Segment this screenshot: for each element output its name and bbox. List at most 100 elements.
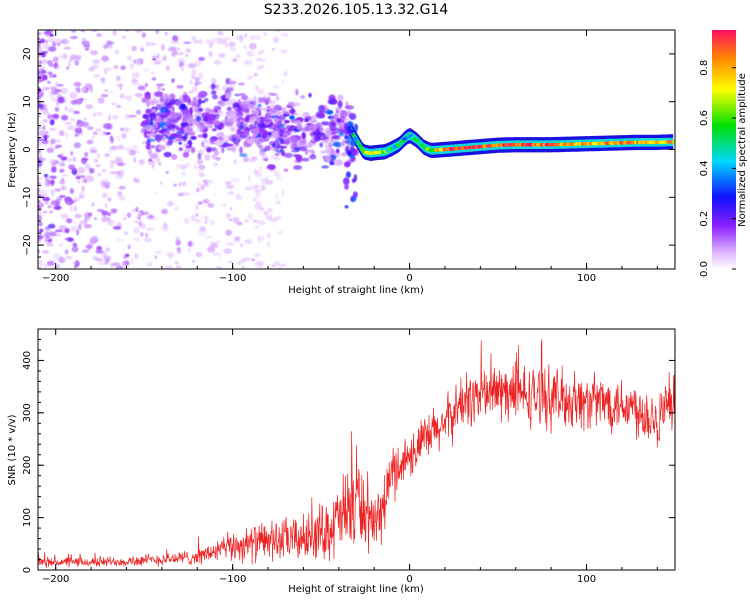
spectrogram-noise-blob — [38, 130, 45, 136]
spectrogram-ytick-label: −10 — [22, 187, 33, 208]
spectrogram-noise-blob — [255, 195, 258, 201]
spectrogram-noise-blob — [38, 55, 42, 60]
spectrogram-noise-blob — [135, 30, 143, 33]
spectrogram-blob — [354, 123, 359, 132]
spectrogram-noise-blob — [180, 156, 184, 162]
spectrogram-noise-blob — [67, 108, 75, 113]
spectrogram-blob — [251, 156, 258, 160]
spectrogram-noise-blob — [101, 94, 109, 98]
spectrogram-noise-blob — [77, 180, 81, 184]
spectrogram-blob — [337, 94, 344, 102]
snr-ytick-label: 0 — [22, 567, 33, 573]
spectrogram-noise-blob — [88, 212, 93, 217]
spectrogram-noise-blob — [254, 225, 260, 229]
spectrogram-blob — [217, 100, 223, 105]
snr-plot-area — [38, 339, 675, 569]
spectrogram-noise-blob — [200, 184, 205, 191]
spectrogram-noise-blob — [38, 162, 43, 167]
spectrogram-noise-blob — [194, 81, 199, 87]
spectrogram-noise-blob — [70, 151, 74, 156]
spectrogram-noise-blob — [51, 265, 58, 269]
spectrogram-noise-blob — [275, 215, 283, 220]
spectrogram-blob — [186, 127, 193, 133]
spectrogram-noise-blob — [222, 203, 227, 207]
spectrogram-noise-blob — [66, 66, 70, 70]
spectrogram-noise-blob — [103, 181, 111, 187]
spectrogram-noise-blob — [58, 96, 65, 104]
spectrogram-noise-blob — [180, 172, 186, 176]
spectrogram-noise-blob — [191, 214, 195, 219]
spectrogram-noise-blob — [182, 192, 191, 196]
spectrogram-noise-blob — [75, 176, 81, 179]
spectrogram-noise-blob — [273, 169, 279, 173]
spectrogram-noise-blob — [107, 90, 115, 95]
ridge-point — [671, 140, 675, 144]
spectrogram-noise-blob — [58, 130, 65, 137]
spectrogram-noise-blob — [82, 249, 89, 253]
spectrogram-blob — [227, 80, 237, 85]
spectrogram-noise-blob — [42, 86, 50, 91]
spectrogram-noise-blob — [202, 198, 210, 204]
spectrogram-noise-blob — [55, 81, 58, 88]
spectrogram-noise-blob — [38, 211, 43, 219]
spectrogram-noise-blob — [217, 30, 223, 34]
spectrogram-noise-blob — [39, 190, 48, 197]
spectrogram-noise-blob — [145, 233, 149, 238]
spectrogram-noise-blob — [53, 38, 62, 44]
spectrogram-blob — [324, 149, 333, 154]
spectrogram-noise-blob — [43, 43, 50, 50]
spectrogram-blob — [241, 103, 251, 110]
spectrogram-noise-blob — [168, 265, 173, 269]
spectrogram-blob — [171, 154, 178, 160]
spectrogram-blob — [155, 134, 163, 141]
spectrogram-noise-blob — [54, 188, 61, 192]
spectrogram-noise-blob — [104, 185, 110, 189]
spectrogram-noise-blob — [51, 161, 57, 167]
colorbar-label: Normalized spectral amplitude — [737, 73, 748, 227]
spectrogram-noise-blob — [153, 61, 161, 65]
spectrogram-noise-blob — [46, 71, 53, 75]
spectrogram-noise-blob — [243, 156, 249, 163]
spectrogram-noise-blob — [38, 239, 42, 243]
spectrogram-noise-blob — [165, 266, 169, 269]
spectrogram-noise-blob — [112, 226, 122, 230]
spectrogram-noise-blob — [73, 110, 80, 115]
spectrogram-noise-blob — [73, 220, 77, 225]
spectrogram-blob — [290, 143, 298, 151]
spectrogram-noise-blob — [149, 42, 156, 46]
spectrogram-noise-blob — [198, 38, 204, 45]
spectrogram-noise-blob — [38, 152, 43, 158]
spectrogram-noise-blob — [91, 135, 95, 139]
spectrogram-noise-blob — [64, 106, 68, 111]
spectrogram-noise-blob — [110, 163, 114, 169]
spectrogram-noise-blob — [161, 208, 168, 215]
spectrogram-noise-blob — [133, 226, 140, 234]
spectrogram-blob — [178, 127, 186, 134]
spectrogram-blob — [163, 151, 172, 158]
spectrogram-noise-blob — [126, 212, 132, 219]
spectrogram-noise-blob — [130, 144, 139, 152]
spectrogram-noise-blob — [119, 83, 122, 91]
spectrogram-noise-blob — [281, 33, 289, 37]
spectrogram-blob — [188, 123, 194, 126]
spectrogram-noise-blob — [191, 68, 197, 76]
spectrogram-noise-blob — [40, 197, 43, 201]
spectrogram-noise-blob — [41, 110, 49, 114]
spectrogram-blob — [151, 77, 157, 81]
spectrogram-noise-blob — [131, 81, 140, 87]
spectrogram-noise-blob — [138, 220, 142, 226]
spectrogram-noise-blob — [124, 253, 130, 258]
snr-ytick-label: 200 — [22, 456, 33, 475]
spectrogram-noise-blob — [69, 92, 78, 99]
spectrogram-noise-blob — [143, 67, 150, 73]
spectrogram-blob — [182, 152, 190, 158]
spectrogram-blob — [293, 165, 302, 170]
spectrogram-noise-blob — [81, 86, 86, 93]
spectrogram-noise-blob — [47, 260, 55, 266]
spectrogram-blob — [167, 138, 174, 145]
spectrogram-noise-blob — [49, 127, 56, 131]
spectrogram-noise-blob — [204, 154, 211, 161]
spectrogram-blob — [242, 130, 250, 137]
spectrogram-noise-blob — [192, 37, 197, 44]
